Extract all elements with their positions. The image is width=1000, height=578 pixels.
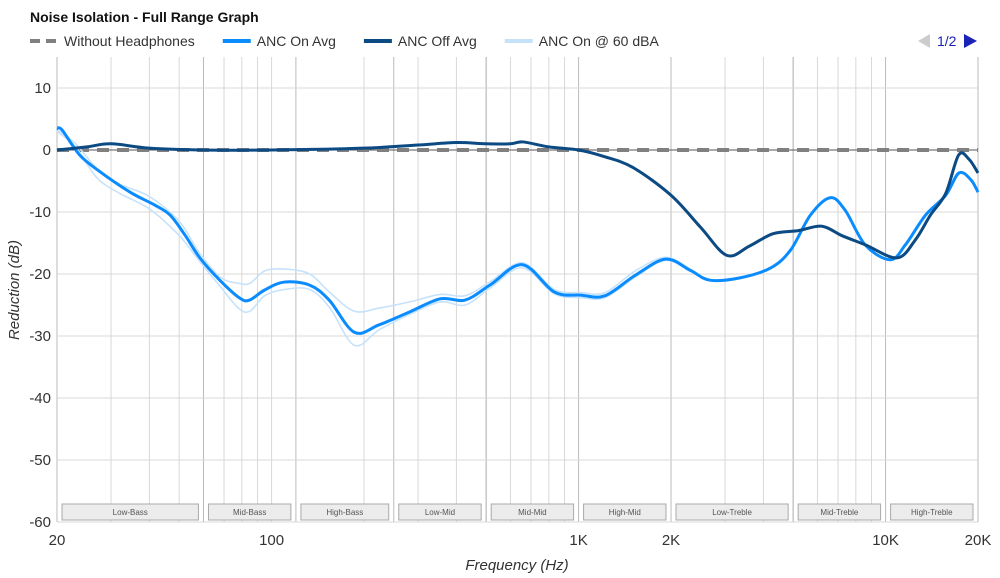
band-label: Low-Bass [113, 508, 148, 517]
band-label: Mid-Bass [233, 508, 266, 517]
band-label: Mid-Mid [518, 508, 546, 517]
x-tick-label: 20 [49, 532, 66, 549]
band-label: Mid-Treble [820, 508, 858, 517]
y-tick-label: -20 [29, 266, 51, 283]
legend-item: ANC On Avg [222, 33, 336, 49]
y-tick-label: -50 [29, 452, 51, 469]
y-tick-label: -40 [29, 390, 51, 407]
y-axis-label: Reduction (dB) [6, 240, 23, 340]
legend-pager[interactable]: 1/2 [918, 33, 977, 49]
previous-page-icon[interactable] [918, 34, 930, 48]
legend-page-indicator: 1/2 [937, 33, 957, 49]
band-box [797, 503, 882, 521]
y-tick-label: -30 [29, 328, 51, 345]
x-tick-label: 1K [569, 532, 587, 549]
series-lines [56, 126, 980, 347]
band-label: High-Treble [911, 508, 953, 517]
legend-item: ANC Off Avg [363, 33, 477, 49]
band-box [583, 503, 667, 521]
y-tick-label: 10 [34, 80, 51, 97]
x-axis-label: Frequency (Hz) [465, 557, 568, 574]
band-box [890, 503, 974, 521]
band-box [300, 503, 390, 521]
band-box [61, 503, 199, 521]
series-line-anc-on-60-dba [56, 128, 691, 313]
legend-label: ANC Off Avg [398, 33, 477, 49]
y-tick-label: 0 [43, 142, 51, 159]
legend-label: ANC On @ 60 dBA [539, 33, 660, 49]
y-tick-label: -60 [29, 514, 51, 531]
series-line-unnamed [56, 130, 691, 347]
legend-label: ANC On Avg [257, 33, 336, 49]
band-label: Low-Mid [425, 508, 455, 517]
series-line-anc-off-avg [56, 140, 980, 260]
band-label: High-Bass [326, 508, 363, 517]
series-line-anc-on-avg [56, 126, 980, 335]
grid [56, 57, 979, 523]
x-tick-label: 10K [872, 532, 899, 549]
chart-title: Noise Isolation - Full Range Graph [30, 9, 259, 25]
band-label: Low-Treble [712, 508, 752, 517]
band-box [207, 503, 292, 521]
legend-item: Without Headphones [30, 33, 195, 49]
x-tick-label: 2K [662, 532, 680, 549]
band-box [675, 503, 789, 521]
band-box [398, 503, 482, 521]
x-tick-label: 100 [259, 532, 284, 549]
x-tick-label: 20K [965, 532, 992, 549]
next-page-icon[interactable] [964, 34, 977, 48]
legend-label: Without Headphones [64, 33, 195, 49]
y-tick-label: -10 [29, 204, 51, 221]
legend-item: ANC On @ 60 dBA [504, 33, 660, 49]
band-box [490, 503, 575, 521]
frequency-bands: Low-Bass Mid-Bass High-Bass Low-Mid Mid-Mid H… [61, 503, 974, 521]
legend: Without Headphones ANC On Avg ANC Off Avg A… [30, 33, 659, 49]
band-label: High-Mid [609, 508, 641, 517]
